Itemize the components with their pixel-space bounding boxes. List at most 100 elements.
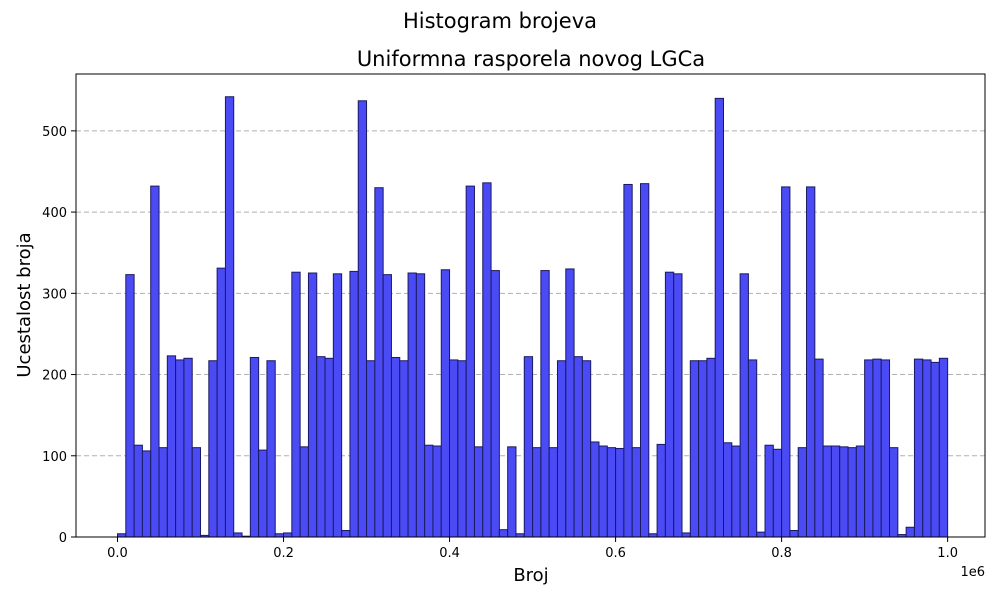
y-tick-label: 0: [59, 531, 67, 546]
x-tick-label: 0.6: [605, 546, 626, 561]
histogram-bar: [457, 360, 467, 538]
histogram-bar: [706, 357, 716, 538]
histogram-bar: [291, 271, 301, 538]
histogram-bar: [606, 447, 617, 538]
histogram-bar: [930, 361, 940, 538]
histogram-bar: [208, 360, 218, 538]
histogram-bar: [764, 444, 774, 538]
histogram-bar: [233, 532, 243, 538]
histogram-bar: [855, 445, 866, 538]
histogram-bar: [424, 444, 434, 538]
histogram-bar: [249, 356, 260, 538]
histogram-bar: [847, 447, 857, 538]
histogram-bar: [283, 532, 293, 538]
histogram-bar: [324, 357, 334, 538]
histogram-bars: [117, 96, 949, 538]
histogram-bar: [449, 359, 459, 538]
histogram-bar: [789, 530, 799, 538]
histogram-bar: [839, 446, 849, 538]
histogram-bar: [797, 447, 808, 538]
histogram-bar: [523, 356, 534, 538]
y-tick-label: 200: [42, 369, 67, 384]
histogram-bar: [366, 360, 376, 538]
histogram-bar: [465, 185, 475, 538]
histogram-bar: [224, 96, 235, 538]
y-tick-label: 400: [42, 206, 67, 221]
histogram-bar: [490, 270, 500, 538]
histogram-bar: [623, 183, 633, 538]
y-axis-ticks: 0 100 200 300 400 500: [42, 125, 76, 546]
histogram-bar: [556, 360, 567, 538]
x-axis-ticks: 0.0 0.2 0.4 0.6 0.8 1.0: [107, 537, 958, 561]
histogram-bar: [673, 273, 683, 538]
histogram-bar: [656, 443, 666, 538]
histogram-bar: [507, 446, 517, 538]
histogram-bar: [258, 449, 268, 538]
histogram-bar: [631, 447, 641, 538]
histogram-bar: [266, 360, 276, 538]
histogram-bar: [125, 274, 135, 538]
histogram-bar: [498, 529, 509, 538]
histogram-bar: [191, 447, 202, 538]
histogram-bar: [747, 359, 758, 538]
histogram-bar: [598, 445, 608, 538]
histogram-bar: [822, 445, 832, 538]
histogram-bar: [532, 447, 542, 538]
histogram-bar: [390, 356, 401, 538]
histogram-bar: [905, 526, 915, 538]
histogram-bar: [880, 359, 891, 538]
histogram-bar: [382, 274, 392, 538]
histogram-bar: [814, 358, 824, 538]
histogram-bar: [357, 100, 368, 538]
histogram-bar: [482, 182, 492, 538]
y-axis-label: Ucestalost broja: [14, 232, 35, 377]
histogram-bar: [216, 267, 226, 538]
histogram-bar: [349, 270, 359, 538]
x-tick-label: 0.4: [439, 546, 460, 561]
histogram-bar: [864, 359, 874, 538]
histogram-bar: [432, 445, 442, 538]
histogram-bar: [183, 357, 193, 538]
histogram-bar: [374, 187, 384, 538]
histogram-bar: [565, 268, 575, 538]
histogram-bar: [830, 445, 841, 538]
histogram-bar: [698, 360, 708, 538]
histogram-bar: [548, 447, 558, 538]
histogram-bar: [723, 442, 733, 538]
histogram-bar: [714, 97, 725, 538]
histogram-bar: [332, 273, 343, 538]
x-tick-label: 1.0: [937, 546, 958, 561]
histogram-bar: [913, 358, 924, 538]
histogram-bar: [739, 273, 749, 538]
histogram-bar: [307, 272, 318, 538]
histogram-bar: [158, 447, 168, 538]
histogram-bar: [473, 446, 484, 538]
histogram-bar: [316, 356, 326, 538]
histogram-bar: [615, 447, 625, 538]
histogram-bar: [806, 186, 816, 538]
histogram-bar: [664, 271, 675, 538]
histogram-bar: [756, 531, 766, 538]
histogram-bar: [938, 357, 949, 538]
x-tick-label: 0.8: [771, 546, 792, 561]
histogram-bar: [922, 359, 932, 538]
histogram-bar: [540, 270, 550, 538]
histogram-bar: [681, 532, 691, 538]
y-tick-label: 500: [42, 125, 67, 140]
histogram-bar: [590, 441, 600, 538]
histogram-bar: [889, 447, 899, 538]
histogram-bar: [399, 360, 409, 538]
chart-title: Uniformna rasporela novog LGCa: [357, 47, 705, 71]
histogram-bar: [141, 450, 152, 538]
histogram-bar: [415, 273, 426, 538]
histogram-bar: [440, 269, 451, 538]
plot-frame: [75, 73, 986, 538]
histogram-bar: [341, 530, 351, 538]
histogram-bar: [166, 355, 177, 538]
histogram-bar: [689, 360, 700, 538]
histogram-bar: [639, 183, 650, 538]
chart-suptitle: Histogram brojeva: [403, 9, 597, 33]
histogram-bar: [299, 446, 309, 538]
x-tick-label: 0.2: [273, 546, 294, 561]
